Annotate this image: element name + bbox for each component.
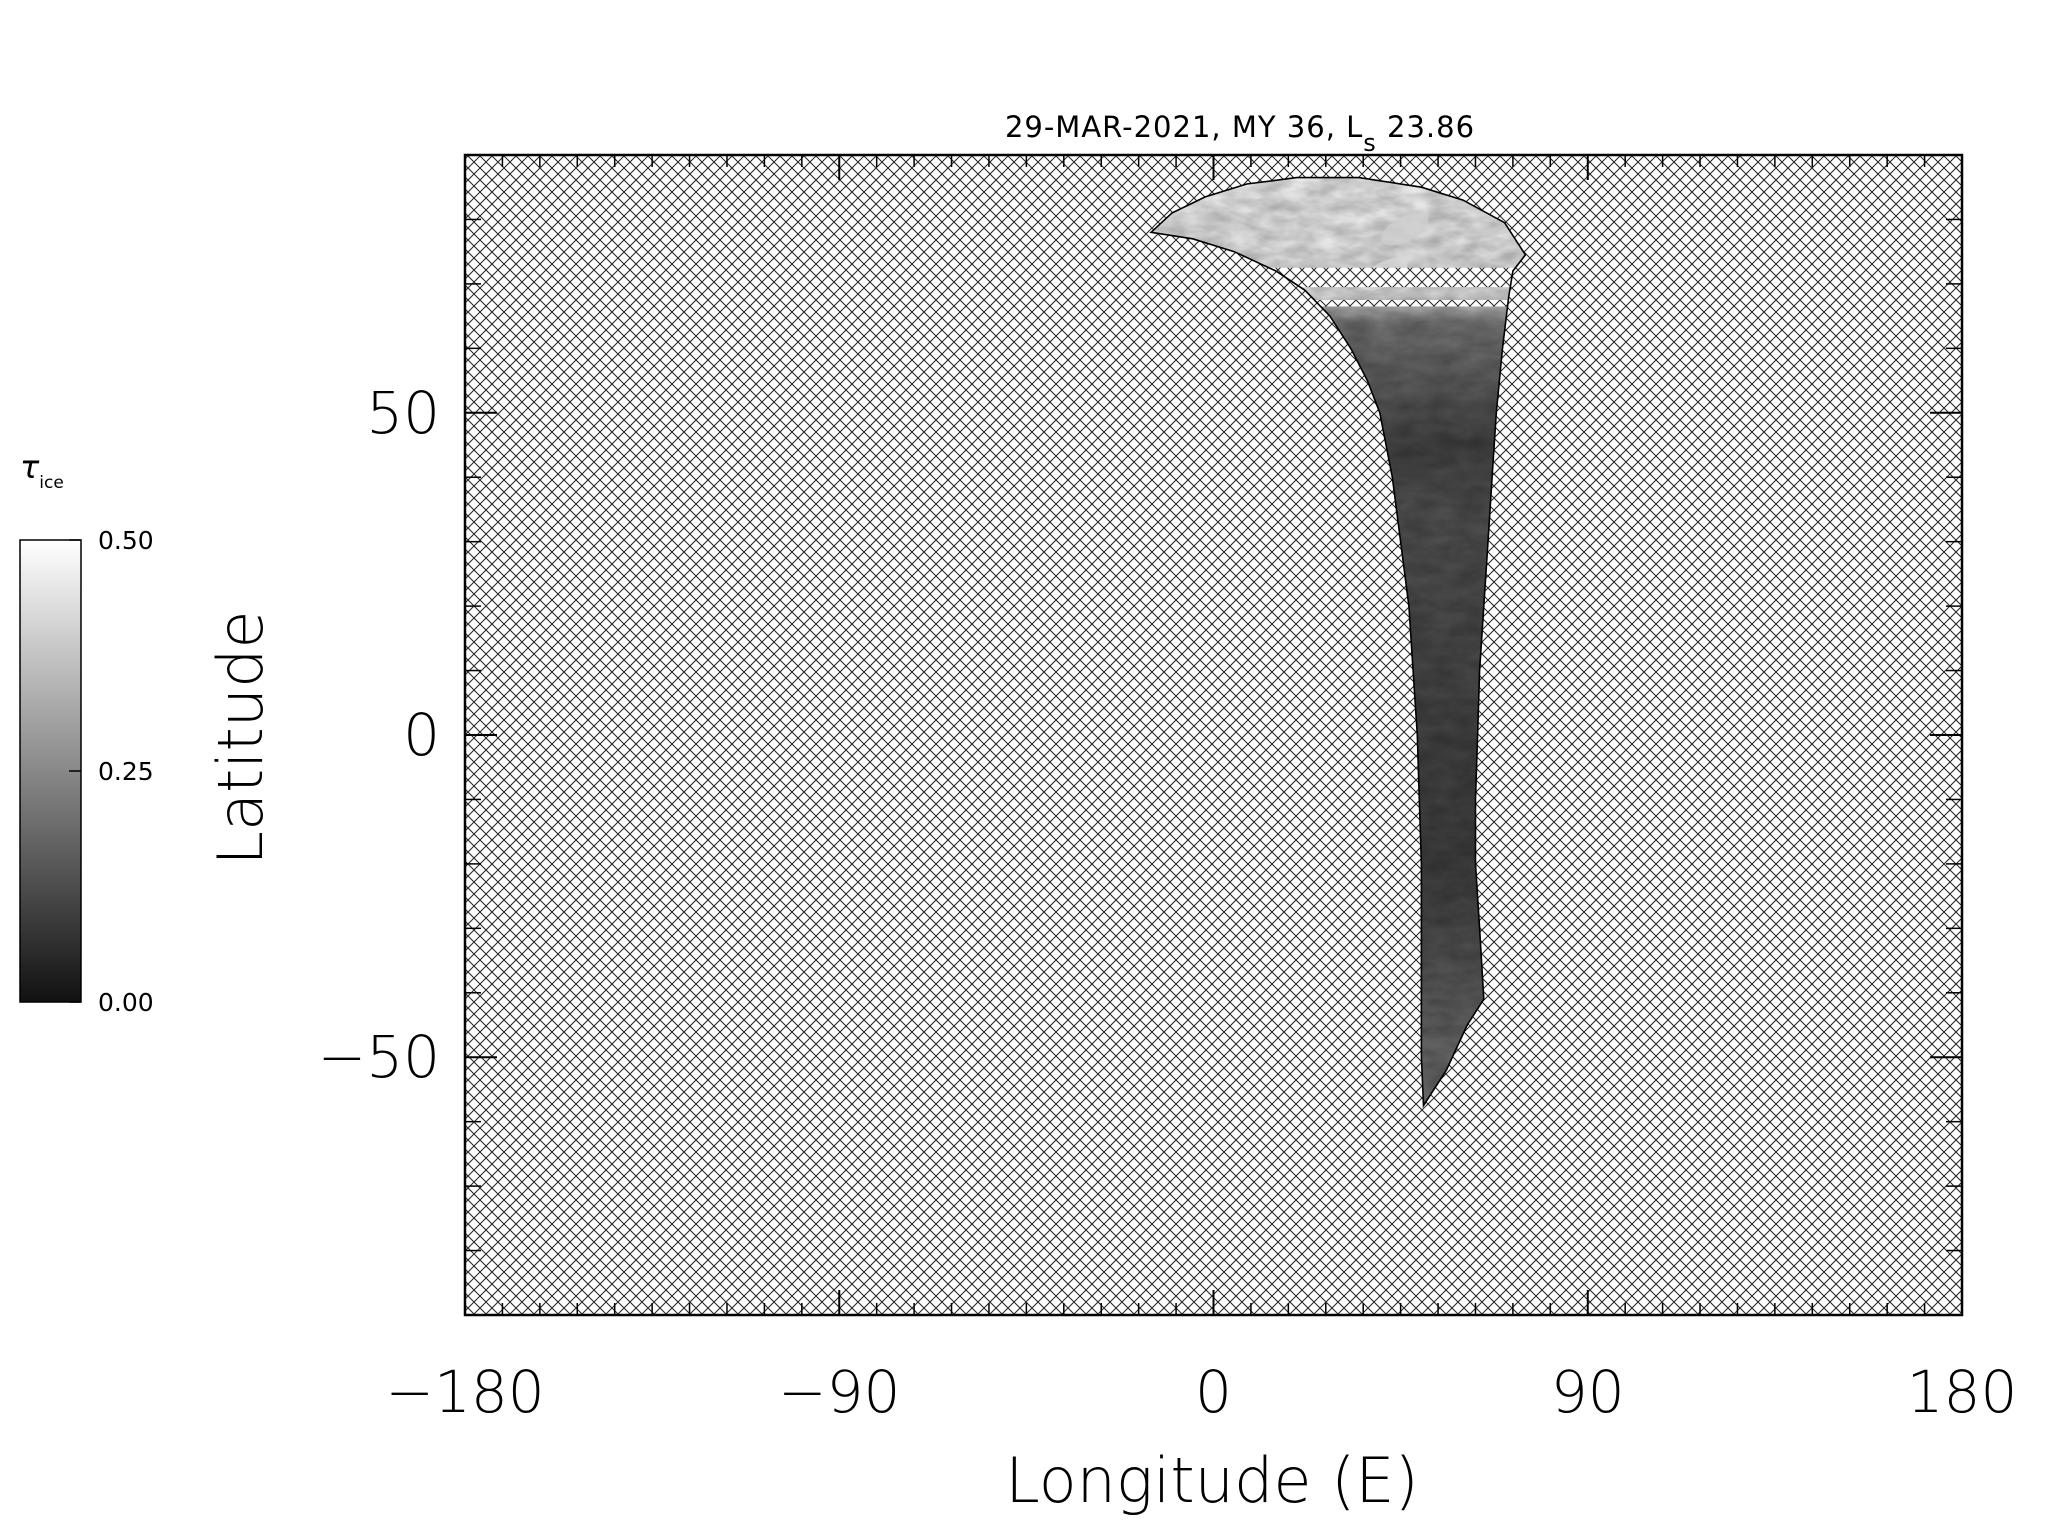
axes: −180 −90 0 90 180 −50 0 50 bbox=[318, 153, 2018, 1426]
x-axis-label: Longitude (E) bbox=[1005, 1444, 1418, 1517]
y-axis-label: Latitude bbox=[204, 610, 277, 865]
colorbar-tick-label: 0.25 bbox=[98, 757, 154, 786]
cloud-feature-0 bbox=[1381, 212, 1429, 246]
chart-title: 29-MAR-2021, MY 36, Ls 23.86 bbox=[1005, 110, 1475, 157]
y-tick-label: 0 bbox=[403, 701, 440, 769]
colorbar: τice 0.00 0.25 0.50 bbox=[19, 448, 154, 1017]
colorbar-tick-label: 0.50 bbox=[98, 526, 154, 555]
no-data-crosshatch bbox=[465, 155, 1962, 1315]
x-tick-label: 180 bbox=[1907, 1358, 2018, 1426]
y-tick-label: 50 bbox=[366, 379, 440, 447]
no-data-band-1 bbox=[1151, 300, 1526, 307]
colorbar-label: τice bbox=[20, 448, 64, 493]
y-tick-label: −50 bbox=[318, 1023, 440, 1091]
x-tick-label: 90 bbox=[1551, 1358, 1625, 1426]
x-tick-label: 0 bbox=[1195, 1358, 1232, 1426]
swath-outline bbox=[1149, 176, 1527, 1109]
x-tick-label: −90 bbox=[778, 1358, 900, 1426]
x-tick-label: −180 bbox=[385, 1358, 544, 1426]
colorbar-tick-label: 0.00 bbox=[98, 988, 154, 1017]
